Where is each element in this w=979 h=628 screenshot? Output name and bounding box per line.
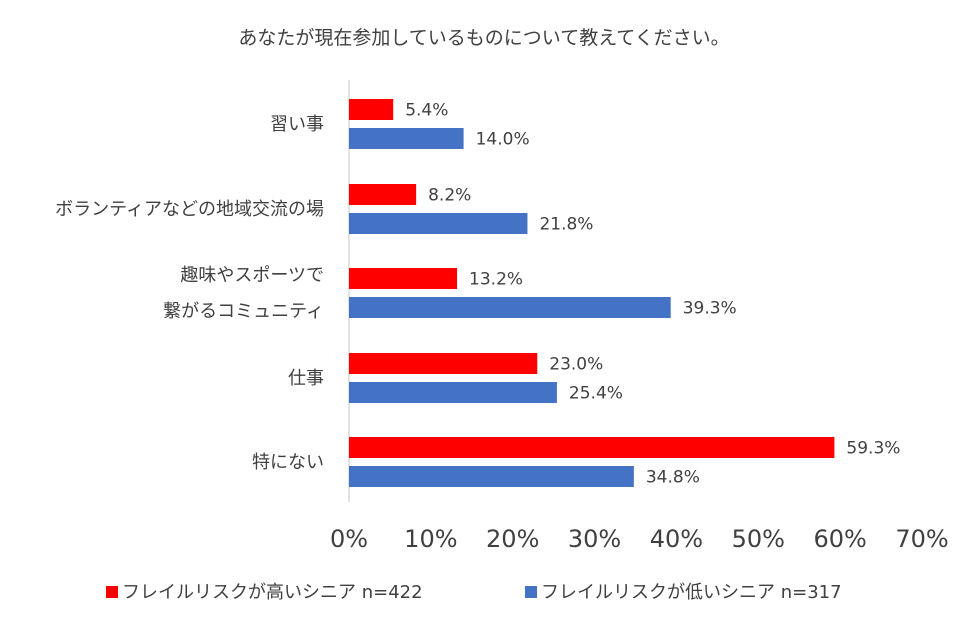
x-tick-label: 30% [568, 525, 621, 553]
bar-high-risk-3 [349, 353, 538, 374]
category-label: 特にない [252, 452, 324, 473]
x-tick-label: 50% [732, 525, 785, 553]
bar-low-risk-1 [349, 213, 528, 234]
x-tick-label: 70% [895, 525, 948, 553]
legend-swatch-high-risk [106, 586, 118, 598]
bar-low-risk-2 [349, 297, 671, 318]
value-label: 5.4% [405, 101, 448, 121]
legend: フレイルリスクが高いシニア n=422 フレイルリスクが低いシニア n=317 [106, 582, 842, 603]
value-label: 34.8% [646, 468, 700, 488]
legend-label-high-risk: フレイルリスクが高いシニア n=422 [122, 582, 423, 603]
value-label: 13.2% [469, 270, 523, 290]
legend-label-low-risk: フレイルリスクが低いシニア n=317 [541, 582, 842, 603]
bar-low-risk-0 [349, 128, 464, 149]
bar-high-risk-1 [349, 184, 417, 205]
bar-high-risk-2 [349, 268, 458, 289]
legend-swatch-low-risk [525, 586, 537, 598]
bar-high-risk-0 [349, 99, 394, 120]
category-label: 仕事 [288, 368, 324, 389]
x-tick-label: 10% [404, 525, 457, 553]
bar-low-risk-4 [349, 466, 634, 487]
category-label: 趣味やスポーツで [180, 265, 324, 286]
x-tick-label: 40% [650, 525, 703, 553]
x-axis-ticks: 0% 10% 20% 30% 40% 50% 60% 70% [330, 525, 949, 553]
bar-high-risk-4 [349, 437, 835, 458]
value-label: 14.0% [476, 130, 530, 150]
x-tick-label: 60% [813, 525, 866, 553]
bar-low-risk-3 [349, 382, 557, 403]
value-label: 59.3% [846, 439, 900, 459]
value-label: 23.0% [549, 355, 603, 375]
chart-title: あなたが現在参加しているものについて教えてください。 [238, 27, 729, 49]
x-tick-label: 0% [330, 525, 368, 553]
category-label: 習い事 [270, 114, 324, 135]
category-label: 繋がるコミュニティ [163, 301, 324, 322]
bars-group [349, 99, 835, 487]
labels-group: 5.4% 14.0% 習い事 8.2% 21.8% ボランティアなどの地域交流の場 13.2… [55, 101, 900, 488]
value-label: 21.8% [539, 215, 593, 235]
value-label: 25.4% [569, 384, 623, 404]
value-label: 8.2% [428, 186, 471, 206]
value-label: 39.3% [683, 299, 737, 319]
x-tick-label: 20% [486, 525, 539, 553]
category-label: ボランティアなどの地域交流の場 [55, 199, 324, 220]
